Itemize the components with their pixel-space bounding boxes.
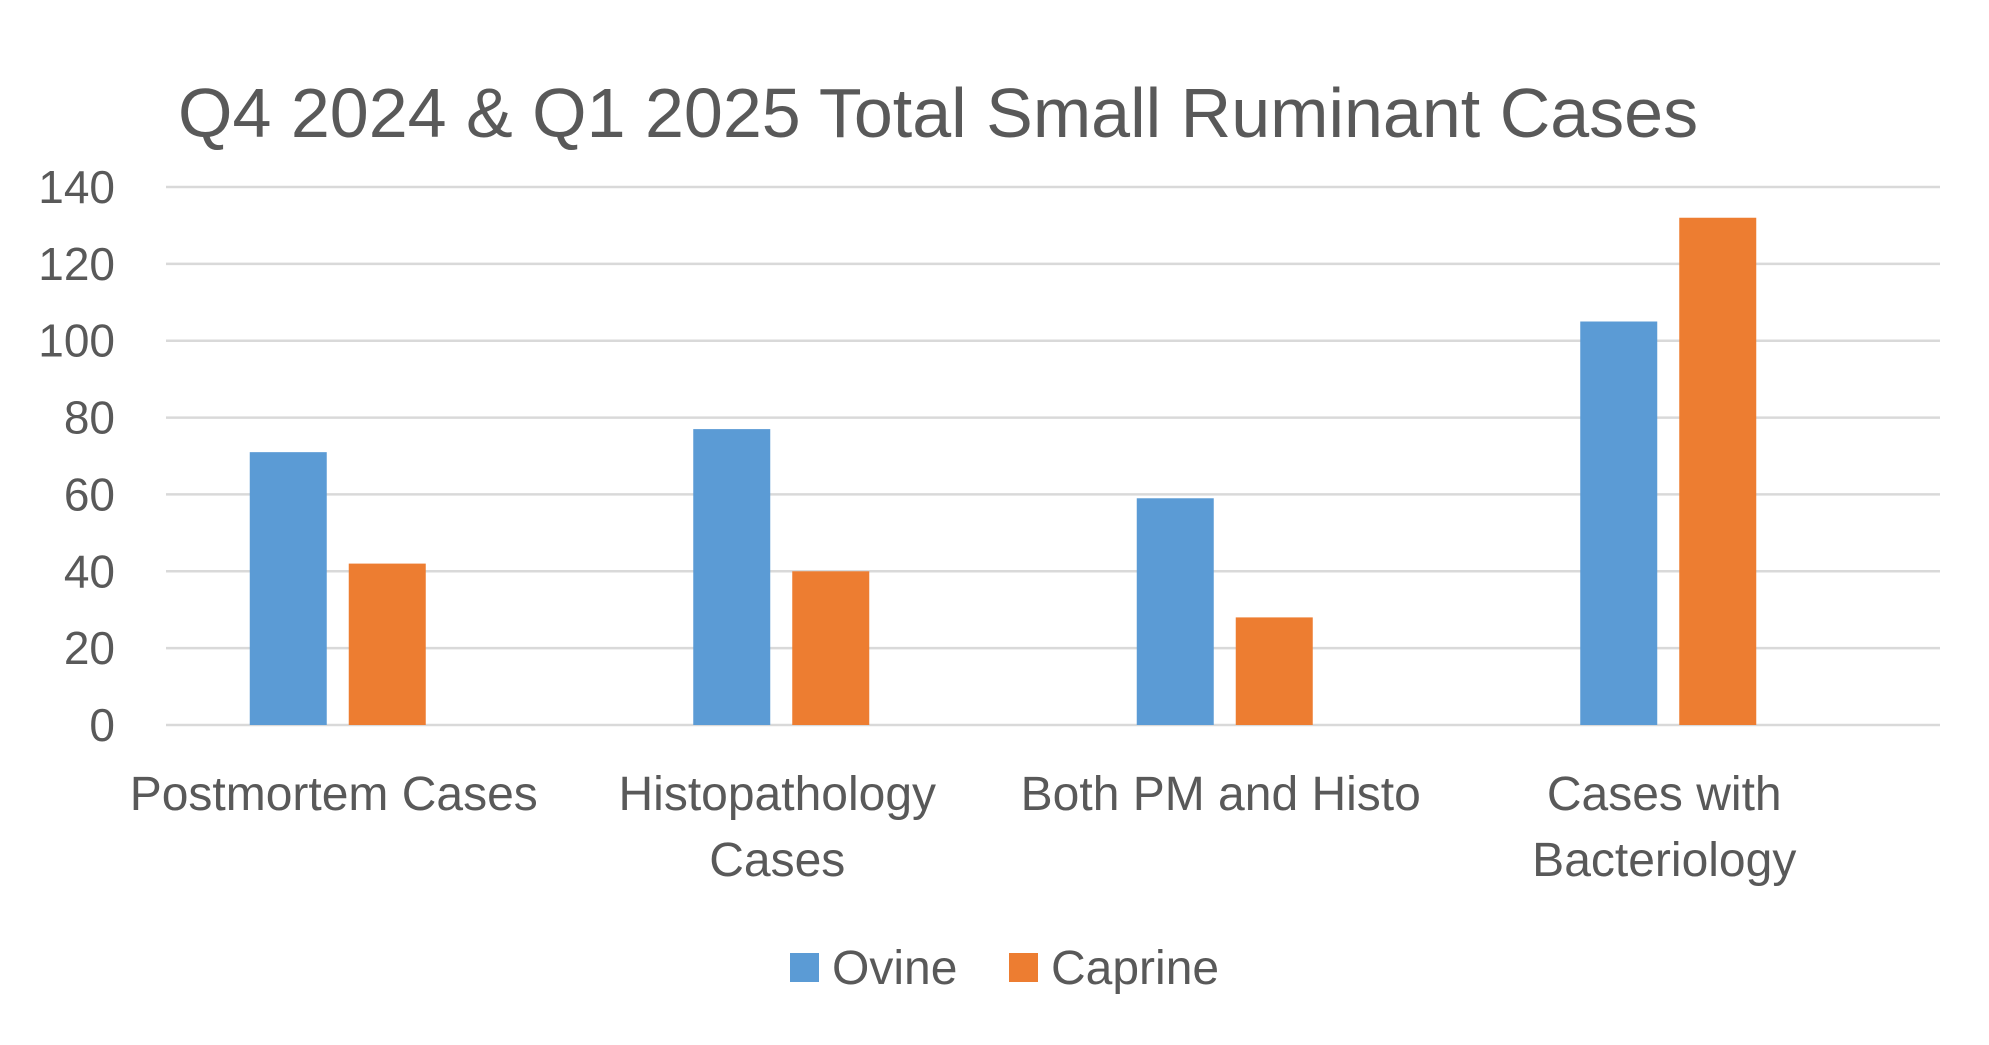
legend-label-ovine: Ovine	[832, 942, 957, 995]
y-axis-tick-labels: 0 20 40 60 80 100 120 140	[38, 161, 115, 751]
legend-swatch-caprine	[1009, 953, 1038, 982]
x-category-label: Both PM and Histo	[1021, 768, 1421, 821]
y-tick-label: 20	[64, 622, 115, 674]
gridlines	[166, 185, 1940, 727]
y-tick-label: 0	[89, 699, 115, 751]
y-tick-label: 140	[38, 161, 115, 213]
y-tick-label: 60	[64, 468, 115, 520]
x-category-label: Cases	[709, 834, 845, 887]
chart-title: Q4 2024 & Q1 2025 Total Small Ruminant C…	[178, 74, 1698, 152]
y-tick-label: 120	[38, 238, 115, 290]
legend-swatch-ovine	[790, 953, 819, 982]
bar-caprine-0	[348, 563, 426, 725]
y-tick-label: 80	[64, 392, 115, 444]
y-tick-label: 40	[64, 545, 115, 597]
bar-caprine-2	[1235, 617, 1313, 725]
x-category-label: Bacteriology	[1532, 834, 1796, 887]
bar-caprine-3	[1679, 217, 1757, 725]
legend: Ovine Caprine	[790, 942, 1219, 995]
bar-caprine-1	[792, 571, 870, 725]
bar-ovine-0	[249, 452, 327, 725]
x-category-label: Cases with	[1547, 768, 1782, 821]
bar-ovine-1	[693, 429, 771, 725]
bar-ovine-3	[1580, 321, 1658, 725]
x-category-label: Postmortem Cases	[130, 768, 538, 821]
bars	[249, 217, 1757, 725]
legend-label-caprine: Caprine	[1051, 942, 1219, 995]
bar-ovine-2	[1136, 498, 1214, 725]
x-axis-category-labels: Postmortem Cases Histopathology Cases Both …	[130, 768, 1797, 887]
y-tick-label: 100	[38, 315, 115, 367]
x-category-label: Histopathology	[618, 768, 936, 821]
